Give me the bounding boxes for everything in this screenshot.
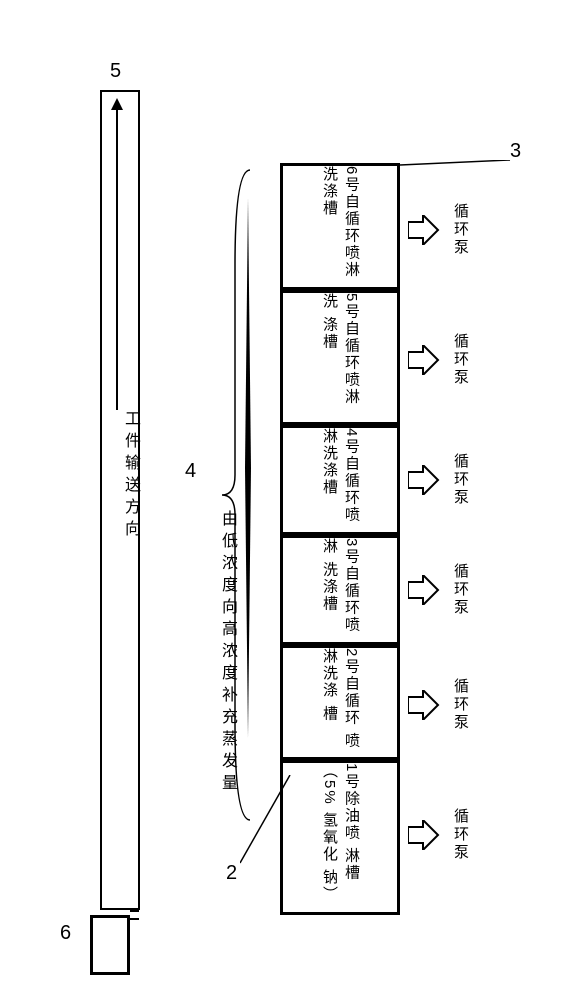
tank-6-text: 6号自循环喷淋 洗涤槽 xyxy=(318,166,362,287)
label-6: 6 xyxy=(60,922,71,945)
small-box-connector xyxy=(130,910,139,920)
tank-3-text: 3号自循环喷淋 洗涤槽 xyxy=(318,538,362,642)
conveying-direction-text: 工件输送方向 xyxy=(118,410,142,542)
tank-2-text: 2号自循环 喷淋洗涤 槽 xyxy=(318,648,362,757)
pump-label-4: 循环泵 xyxy=(450,453,471,507)
pump-label-1: 循环泵 xyxy=(450,808,471,862)
pump-label-3: 循环泵 xyxy=(450,563,471,617)
pump-arrow-6 xyxy=(408,215,443,245)
diagram-container: 5 6 工件输送方向 4 由低浓度向高浓度补充蒸发量 1号除油喷 淋槽（5% 氢… xyxy=(0,0,587,1000)
label-5: 5 xyxy=(110,60,121,83)
leader-2 xyxy=(240,775,300,870)
tank-4: 4号自循环喷 淋洗涤槽 xyxy=(280,425,400,535)
tank-1-text: 1号除油喷 淋槽（5% 氢氧化 钠） xyxy=(318,763,362,912)
tank-4-text: 4号自循环喷 淋洗涤槽 xyxy=(318,428,362,532)
tank-6: 6号自循环喷淋 洗涤槽 xyxy=(280,163,400,290)
spindle-icon xyxy=(238,198,258,738)
tank-5: 5号自循环喷淋洗 涤槽 xyxy=(280,290,400,425)
tank-3: 3号自循环喷淋 洗涤槽 xyxy=(280,535,400,645)
tank-2: 2号自循环 喷淋洗涤 槽 xyxy=(280,645,400,760)
pump-arrow-1 xyxy=(408,820,443,850)
direction-arrow xyxy=(116,100,118,410)
label-2: 2 xyxy=(226,862,237,885)
pump-arrow-2 xyxy=(408,690,443,720)
small-box-6 xyxy=(90,915,130,975)
leader-3 xyxy=(400,160,520,180)
pump-arrow-3 xyxy=(408,575,443,605)
label-4: 4 xyxy=(185,460,196,483)
pump-arrow-5 xyxy=(408,345,443,375)
pump-label-2: 循环泵 xyxy=(450,678,471,732)
spindle-text: 由低浓度向高浓度补充蒸发量 xyxy=(215,510,239,796)
pump-label-5: 循环泵 xyxy=(450,333,471,387)
pump-label-6: 循环泵 xyxy=(450,203,471,257)
pump-arrow-4 xyxy=(408,465,443,495)
tank-5-text: 5号自循环喷淋洗 涤槽 xyxy=(318,293,362,422)
